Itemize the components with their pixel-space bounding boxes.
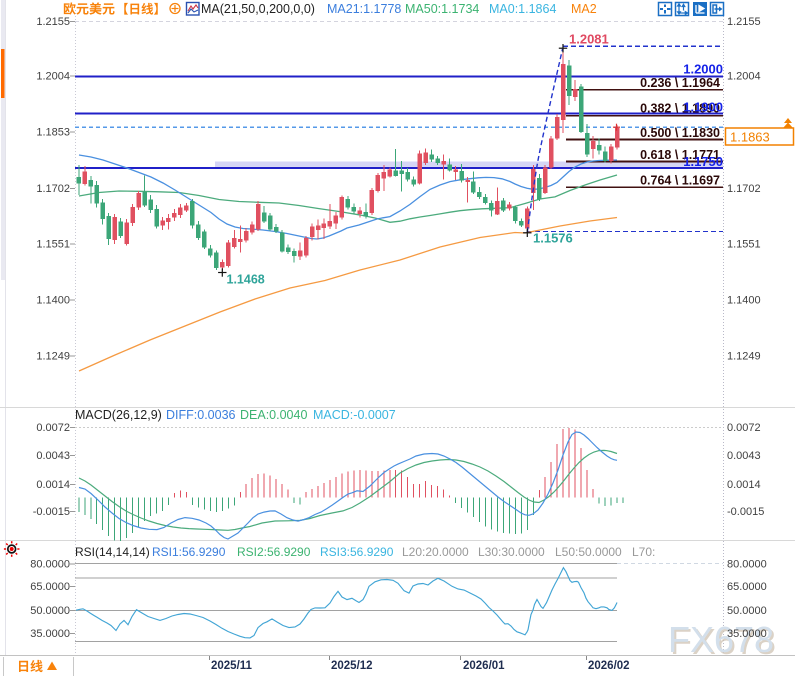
svg-text:L30:30.0000: L30:30.0000 xyxy=(478,545,545,559)
svg-text:1.1576: 1.1576 xyxy=(533,231,573,246)
svg-text:1.1249: 1.1249 xyxy=(36,351,70,363)
svg-text:MACD(26,12,9): MACD(26,12,9) xyxy=(75,408,162,422)
svg-text:FX678: FX678 xyxy=(668,619,774,660)
svg-text:0.0072: 0.0072 xyxy=(727,422,761,434)
svg-text:1.1702: 1.1702 xyxy=(36,183,70,195)
svg-text:0.764 \ 1.1697: 0.764 \ 1.1697 xyxy=(640,174,720,188)
svg-text:0.0043: 0.0043 xyxy=(727,450,761,462)
svg-text:35.0000: 35.0000 xyxy=(30,628,70,640)
svg-text:0.382 \ 1.1890: 0.382 \ 1.1890 xyxy=(640,102,720,116)
svg-text:L50:50.0000: L50:50.0000 xyxy=(555,545,622,559)
svg-text:DEA:0.0040: DEA:0.0040 xyxy=(240,408,307,422)
svg-text:80.0000: 80.0000 xyxy=(727,559,767,571)
svg-text:80.0000: 80.0000 xyxy=(30,559,70,571)
svg-text:0.0043: 0.0043 xyxy=(36,450,70,462)
svg-text:1.1900: 1.1900 xyxy=(683,100,723,115)
svg-text:35.0000: 35.0000 xyxy=(727,628,767,640)
svg-text:FX678: FX678 xyxy=(670,621,776,662)
svg-text:RSI(14,14,14): RSI(14,14,14) xyxy=(75,545,150,559)
svg-text:1.2155: 1.2155 xyxy=(36,16,70,28)
svg-text:0.618 \ 1.1771: 0.618 \ 1.1771 xyxy=(640,148,720,162)
svg-text:MA2: MA2 xyxy=(571,2,597,16)
svg-text:DIFF:0.0036: DIFF:0.0036 xyxy=(166,408,236,422)
svg-text:1.1400: 1.1400 xyxy=(727,295,761,307)
svg-text:MA(21,50,0,200,0,0): MA(21,50,0,200,0,0) xyxy=(201,2,315,16)
svg-text:RSI2:56.9290: RSI2:56.9290 xyxy=(237,545,311,559)
svg-text:1.2000: 1.2000 xyxy=(683,62,723,77)
svg-text:L20:20.0000: L20:20.0000 xyxy=(402,545,469,559)
svg-text:1.1249: 1.1249 xyxy=(727,351,761,363)
svg-text:2026/01: 2026/01 xyxy=(463,660,505,672)
svg-text:1.1863: 1.1863 xyxy=(730,130,770,145)
svg-text:-0.0015: -0.0015 xyxy=(33,506,70,518)
svg-text:1.1551: 1.1551 xyxy=(727,239,761,251)
svg-text:RSI1:56.9290: RSI1:56.9290 xyxy=(152,545,226,559)
svg-text:RSI3:56.9290: RSI3:56.9290 xyxy=(320,545,394,559)
svg-text:50.0000: 50.0000 xyxy=(30,605,70,617)
svg-text:1.1400: 1.1400 xyxy=(36,295,70,307)
svg-text:1.2081: 1.2081 xyxy=(569,32,609,47)
svg-text:MA0:1.1864: MA0:1.1864 xyxy=(489,2,556,16)
svg-text:2026/02: 2026/02 xyxy=(588,660,630,672)
svg-text:65.0000: 65.0000 xyxy=(30,581,70,593)
svg-text:MACD:-0.0007: MACD:-0.0007 xyxy=(313,408,396,422)
svg-text:1.1702: 1.1702 xyxy=(727,183,761,195)
svg-text:L70:: L70: xyxy=(632,545,655,559)
svg-text:MA21:1.1778: MA21:1.1778 xyxy=(327,2,401,16)
svg-text:1.1750: 1.1750 xyxy=(683,154,723,169)
svg-text:1.1853: 1.1853 xyxy=(36,127,70,139)
svg-text:1.2004: 1.2004 xyxy=(727,71,761,83)
svg-text:1.2155: 1.2155 xyxy=(727,16,761,28)
svg-text:2025/12: 2025/12 xyxy=(331,660,373,672)
svg-text:0.0072: 0.0072 xyxy=(36,422,70,434)
svg-text:1.1468: 1.1468 xyxy=(227,273,265,287)
svg-text:MA50:1.1734: MA50:1.1734 xyxy=(405,2,479,16)
svg-text:-0.0015: -0.0015 xyxy=(727,506,764,518)
svg-text:50.0000: 50.0000 xyxy=(727,605,767,617)
svg-text:1.2004: 1.2004 xyxy=(36,71,70,83)
svg-text:65.0000: 65.0000 xyxy=(727,581,767,593)
svg-text:0.500 \ 1.1830: 0.500 \ 1.1830 xyxy=(640,126,720,140)
svg-text:2025/11: 2025/11 xyxy=(211,660,253,672)
svg-text:1.1551: 1.1551 xyxy=(36,239,70,251)
svg-text:0.0014: 0.0014 xyxy=(36,479,70,491)
svg-text:0.0014: 0.0014 xyxy=(727,479,761,491)
svg-text:0.236 \ 1.1964: 0.236 \ 1.1964 xyxy=(640,76,720,90)
